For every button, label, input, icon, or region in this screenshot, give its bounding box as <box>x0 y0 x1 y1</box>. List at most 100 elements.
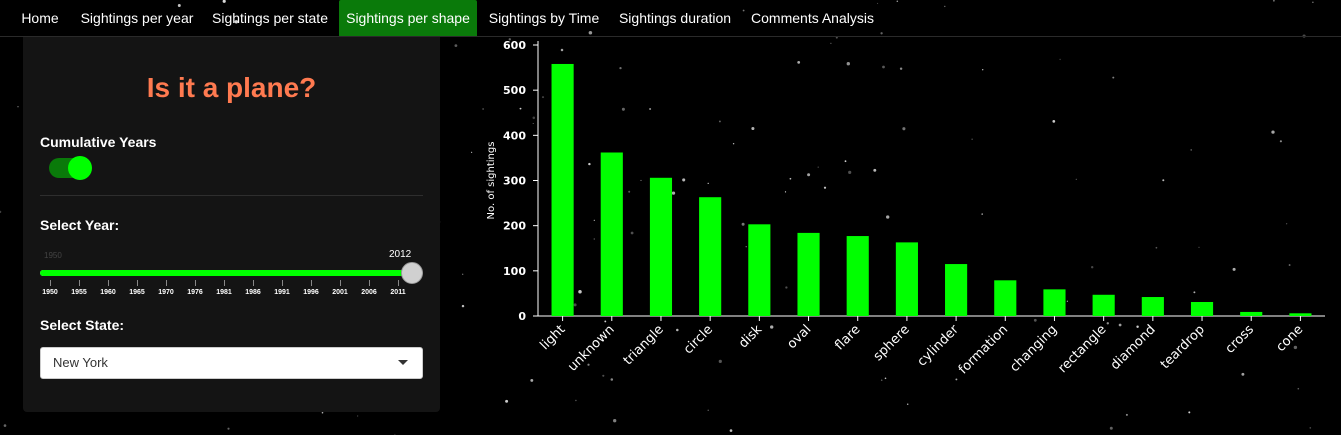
star <box>944 5 946 8</box>
star <box>3 424 7 427</box>
star <box>225 15 227 17</box>
star <box>844 160 847 163</box>
star <box>357 415 359 417</box>
star <box>508 38 511 41</box>
star <box>1193 291 1196 294</box>
star <box>1312 1 1314 3</box>
star <box>0 210 2 213</box>
star <box>602 374 605 377</box>
tab-comments-analysis[interactable]: Comments Analysis <box>751 10 874 26</box>
star <box>519 107 522 110</box>
x-tick-label: light <box>537 322 568 353</box>
cumulative-years-label: Cumulative Years <box>40 134 157 150</box>
star <box>1033 318 1037 322</box>
star <box>587 363 590 366</box>
year-slider-fill <box>40 270 412 276</box>
select-year-label: Select Year: <box>40 217 120 233</box>
star <box>902 127 906 131</box>
slider-tick <box>166 280 167 286</box>
star <box>530 378 534 382</box>
x-tick-label: teardrop <box>1158 322 1208 372</box>
x-tick-label: circle <box>681 322 716 357</box>
star <box>1241 372 1245 376</box>
star <box>1112 76 1115 79</box>
year-slider-handle[interactable] <box>401 262 424 284</box>
star <box>884 377 887 380</box>
star <box>1125 413 1128 416</box>
state-select[interactable]: New York <box>40 347 423 379</box>
x-tick-label: diamond <box>1108 322 1159 373</box>
x-tick-label: changing <box>1007 322 1060 375</box>
slider-tick-label: 1976 <box>187 289 203 296</box>
star <box>1155 246 1158 249</box>
star <box>588 31 593 35</box>
slider-tick <box>50 280 51 286</box>
x-tick-label: unknown <box>565 322 617 374</box>
year-slider[interactable] <box>40 262 424 284</box>
bar-oval <box>797 232 820 316</box>
cumulative-years-toggle[interactable] <box>49 156 92 180</box>
star <box>610 378 614 381</box>
star <box>882 65 885 69</box>
star <box>661 21 664 24</box>
slider-tick-label: 2006 <box>361 289 377 296</box>
star <box>873 168 877 172</box>
star <box>981 213 983 215</box>
slider-tick-label: 2011 <box>390 289 406 296</box>
chevron-down-icon[interactable] <box>398 360 408 365</box>
star <box>741 222 745 226</box>
star <box>532 116 536 120</box>
star <box>1066 300 1069 302</box>
star <box>745 246 747 248</box>
y-tick-label: 500 <box>503 84 526 97</box>
star <box>899 67 903 70</box>
x-tick-label: cylinder <box>915 322 963 370</box>
star <box>848 170 852 174</box>
slider-tick-label: 1986 <box>245 289 261 296</box>
slider-min-label: 1950 <box>44 251 62 260</box>
divider <box>40 195 423 196</box>
star <box>971 138 973 140</box>
star <box>729 429 733 432</box>
star <box>718 120 721 123</box>
tab-sightings-per-year[interactable]: Sightings per year <box>80 10 194 26</box>
tab-sightings-per-shape[interactable]: Sightings per shape <box>339 0 477 36</box>
slider-tick-label: 2001 <box>332 289 348 296</box>
star <box>1109 426 1113 430</box>
star <box>640 179 642 181</box>
bar-teardrop <box>1190 301 1214 316</box>
toggle-knob[interactable] <box>68 156 92 180</box>
star <box>1091 266 1094 269</box>
y-tick-label: 300 <box>503 175 526 188</box>
star <box>177 4 181 7</box>
tab-sightings-by-time[interactable]: Sightings by Time <box>488 10 600 26</box>
x-tick-label: flare <box>832 322 863 353</box>
star <box>613 419 617 423</box>
star <box>575 399 577 402</box>
star <box>1232 267 1236 271</box>
slider-tick-label: 1981 <box>216 289 232 296</box>
slider-tick <box>108 280 109 286</box>
star <box>630 231 634 235</box>
bar-cross <box>1240 311 1263 316</box>
star <box>234 20 239 24</box>
star <box>1190 149 1193 151</box>
star <box>770 325 774 329</box>
top-navbar: Home Sightings per year Sightings per st… <box>0 0 1341 37</box>
slider-tick <box>195 280 196 286</box>
x-tick-label: sphere <box>871 322 913 364</box>
star <box>785 286 788 289</box>
star <box>982 69 984 71</box>
tab-sightings-per-state[interactable]: Sightings per state <box>212 10 328 26</box>
star <box>593 238 595 240</box>
slider-tick <box>282 280 283 286</box>
star <box>1052 120 1056 123</box>
tab-home[interactable]: Home <box>21 10 59 26</box>
shape-bar-chart: 0 100 200 300 400 500 600 No. of sightings light… <box>486 39 1325 378</box>
star <box>807 173 811 177</box>
star <box>461 304 465 308</box>
tab-sightings-duration[interactable]: Sightings duration <box>618 10 732 26</box>
star <box>751 126 755 131</box>
star <box>830 42 832 44</box>
x-tick-label: triangle <box>621 322 667 368</box>
